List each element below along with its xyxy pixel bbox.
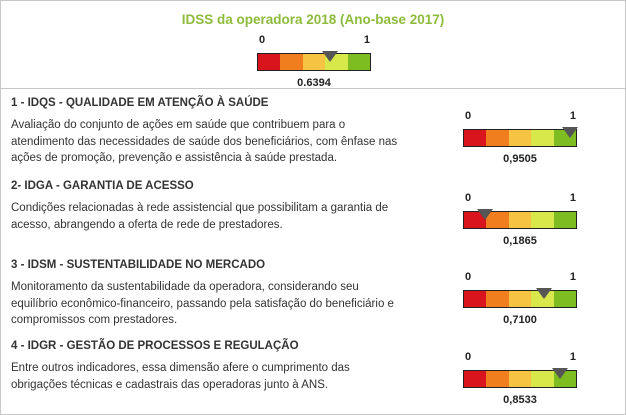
gauge-marker-icon	[562, 127, 579, 138]
overall-header: IDSS da operadora 2018 (Ano-base 2017) 0…	[1, 1, 625, 89]
gauge-max-label: 1	[569, 110, 576, 122]
scale-segment-red	[464, 130, 487, 146]
scale-segment-yellow	[508, 291, 532, 307]
gauge-value: 0,7100	[503, 314, 537, 326]
gauge-marker-icon	[476, 209, 493, 220]
gauge-scale-bar	[463, 290, 577, 308]
scale-segment-orange	[280, 54, 303, 70]
section-description: Condições relacionadas à rede assistenci…	[11, 202, 389, 231]
gauge-marker-icon	[551, 368, 568, 379]
gauge-max-label: 1	[569, 271, 576, 283]
scale-segment-yellow	[508, 371, 532, 387]
scale-segment-red	[464, 291, 487, 307]
scale-segment-green	[347, 54, 371, 70]
section-heading: 4 - IDGR - GESTÃO DE PROCESSOS E REGULAÇ…	[11, 340, 299, 352]
gauge-marker-icon	[535, 288, 552, 299]
gauge-max-label: 1	[363, 34, 370, 46]
gauge-max-label: 1	[569, 351, 576, 363]
gauge-scale-bar	[257, 53, 371, 71]
gauge-value: 0,8533	[503, 394, 537, 406]
gauge-min-label: 0	[465, 192, 472, 204]
section-description: Entre outros indicadores, essa dimensão …	[11, 362, 350, 391]
scale-segment-orange	[486, 371, 509, 387]
section-description: Avaliação do conjunto de ações em saúde …	[11, 119, 398, 164]
scale-segment-yellow	[508, 130, 532, 146]
section-heading: 2- IDGA - GARANTIA DE ACESSO	[11, 180, 194, 192]
section-description: Monitoramento da sustentabilidade da ope…	[11, 281, 394, 326]
scale-segment-orange	[486, 291, 509, 307]
scale-segment-yellow	[508, 212, 532, 228]
scale-segment-yellow	[302, 54, 326, 70]
gauge-marker-icon	[321, 51, 338, 62]
gauge-max-label: 1	[569, 192, 576, 204]
gauge-min-label: 0	[259, 34, 266, 46]
gauge-value: 0.6394	[297, 77, 331, 89]
scale-segment-green	[553, 212, 577, 228]
scale-segment-green	[553, 291, 577, 307]
section-heading: 1 - IDQS - QUALIDADE EM ATENÇÃO À SAÚDE	[11, 97, 269, 109]
gauge-min-label: 0	[465, 110, 472, 122]
gauge-min-label: 0	[465, 271, 472, 283]
scale-segment-lime	[531, 212, 554, 228]
scale-segment-red	[464, 371, 487, 387]
gauge-value: 0,1865	[503, 235, 537, 247]
gauge-scale-bar	[463, 129, 577, 147]
scale-segment-lime	[531, 371, 554, 387]
page-title: IDSS da operadora 2018 (Ano-base 2017)	[181, 12, 445, 27]
scale-segment-red	[258, 54, 281, 70]
gauge-value: 0,9505	[503, 153, 537, 165]
scale-segment-orange	[486, 130, 509, 146]
gauge-min-label: 0	[465, 351, 472, 363]
scale-segment-lime	[531, 130, 554, 146]
section-heading: 3 - IDSM - SUSTENTABILIDADE NO MERCADO	[11, 259, 266, 271]
